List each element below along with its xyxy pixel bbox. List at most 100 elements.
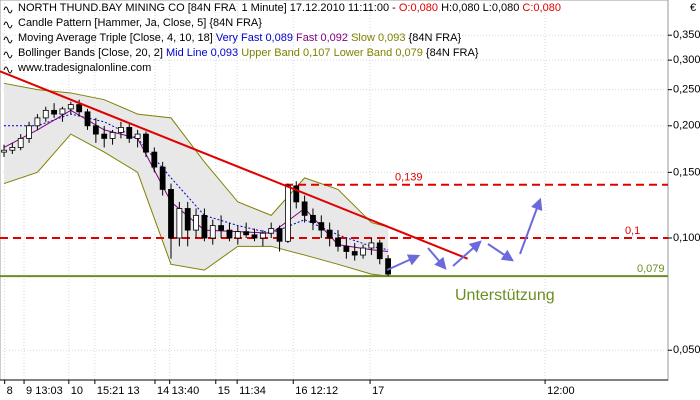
candle-body (259, 232, 266, 239)
header-segment: Upper Band 0,107 (238, 47, 330, 59)
header-line: Moving Average Triple [Close, 4, 10, 18]… (18, 32, 461, 44)
header-segment: Very Fast 0,089 (216, 32, 293, 44)
candle-body (184, 208, 191, 231)
projection-arrows (386, 197, 543, 271)
x-tick-label: 8 (7, 385, 13, 397)
candle-body (243, 231, 250, 236)
support-label: Unterstützung (455, 287, 555, 304)
candle-body (134, 133, 141, 139)
header-segment: {84N FRA} (423, 47, 479, 59)
candle-body (84, 111, 91, 127)
band-fill (4, 83, 389, 277)
candle-body (251, 234, 258, 239)
candle-body (276, 228, 283, 242)
candle-body (26, 125, 32, 139)
candle-body (360, 247, 366, 256)
trendline (0, 70, 468, 260)
header-line: www.tradesignalonline.com (17, 62, 151, 74)
candle-body (310, 214, 316, 223)
candle-body (385, 258, 392, 275)
header-segment: www.tradesignalonline.com (17, 62, 151, 74)
header-segment: O:0,080 (399, 2, 438, 14)
candle-body (234, 231, 241, 239)
x-tick-label: 17 (372, 385, 384, 397)
header-icon (3, 21, 13, 29)
candle-body (17, 138, 24, 148)
candle-body (268, 228, 275, 234)
header-segment: Lower Band 0,079 (331, 47, 423, 59)
header-segment: Mid Line 0,093 (166, 47, 238, 59)
x-tick-label: 12:00 (547, 385, 575, 397)
x-tick-label: 14 (157, 385, 169, 397)
header-segment: Moving Average Triple [Close, 4, 10, 18] (18, 32, 216, 44)
candle-body (1, 149, 7, 153)
y-tick-label: 0,100 (673, 232, 700, 244)
arrow (452, 240, 482, 267)
candle-body (193, 214, 199, 231)
header-segment: C:0,080 (522, 2, 561, 14)
candle-body (51, 109, 58, 115)
candle-body (34, 117, 41, 127)
candle-body (151, 151, 158, 168)
candle-body (293, 185, 300, 203)
level-label: 0,139 (395, 172, 423, 184)
header-line: Candle Pattern [Hammer, Ja, Close, 5] {8… (18, 17, 262, 29)
candle-body (376, 242, 383, 260)
candle-body (209, 225, 216, 239)
header-icon (3, 6, 13, 14)
header-icon (3, 36, 13, 44)
candle-body (143, 133, 149, 153)
y-tick-label: 0,250 (673, 84, 700, 96)
candle-body (59, 108, 66, 115)
candle-body (159, 166, 166, 190)
candle-body (368, 242, 375, 249)
candle-body (326, 229, 333, 239)
y-tick-label: 0,200 (673, 120, 700, 132)
header-segment: Slow 0,093 (348, 32, 405, 44)
x-tick-label: 13:40 (172, 385, 200, 397)
header-segment: Candle Pattern [Hammer, Ja, Close, 5] {8… (18, 17, 262, 29)
header-icon (3, 51, 13, 59)
level-label: 0,1 (625, 225, 640, 237)
arrow (519, 197, 543, 255)
candle-body (118, 127, 124, 133)
candle-body (101, 133, 108, 139)
header-icon (3, 66, 13, 74)
candle-body (343, 245, 350, 252)
header-line: NORTH THUND.BAY MINING CO [84N FRA 1 Min… (18, 2, 561, 14)
x-tick-label: 16 12:12 (295, 385, 338, 397)
candle-body (176, 208, 183, 239)
candle-body (301, 201, 308, 216)
candle-body (318, 222, 325, 231)
arrow (386, 254, 421, 271)
header-segment: {84N FRA} (406, 32, 462, 44)
arrow (427, 247, 447, 270)
candle-body (67, 104, 74, 110)
header-segment: Fast 0,092 (293, 32, 348, 44)
candle-body (285, 185, 291, 242)
candle-body (9, 147, 16, 151)
x-tick-label: 15 (218, 385, 230, 397)
candle-body (109, 132, 116, 139)
y-tick-label: 0,150 (673, 166, 700, 178)
candle-body (218, 225, 225, 231)
header-segment: Bollinger Bands [Close, 20, 2] (18, 47, 166, 59)
candle-body (351, 251, 358, 256)
candle-body (226, 229, 233, 239)
currency: € (690, 2, 696, 14)
y-tick-label: 0,350 (673, 29, 700, 41)
header-segment: H:0,080 L:0,080 (438, 2, 522, 14)
candle-body (92, 125, 99, 135)
x-tick-label: 10 (71, 385, 83, 397)
x-tick-label: 9 13:03 (26, 385, 63, 397)
x-tick-label: 15:21 13 (97, 385, 140, 397)
plot-layers (0, 0, 668, 380)
candle-body (201, 214, 208, 239)
candle-body (168, 189, 174, 239)
header-segment: NORTH THUND.BAY MINING CO [84N FRA 1 Min… (18, 2, 399, 14)
candle-body (76, 104, 83, 113)
level-label: 0,079 (637, 263, 665, 275)
candle-body (126, 127, 133, 139)
y-tick-label: 0,050 (673, 344, 700, 356)
